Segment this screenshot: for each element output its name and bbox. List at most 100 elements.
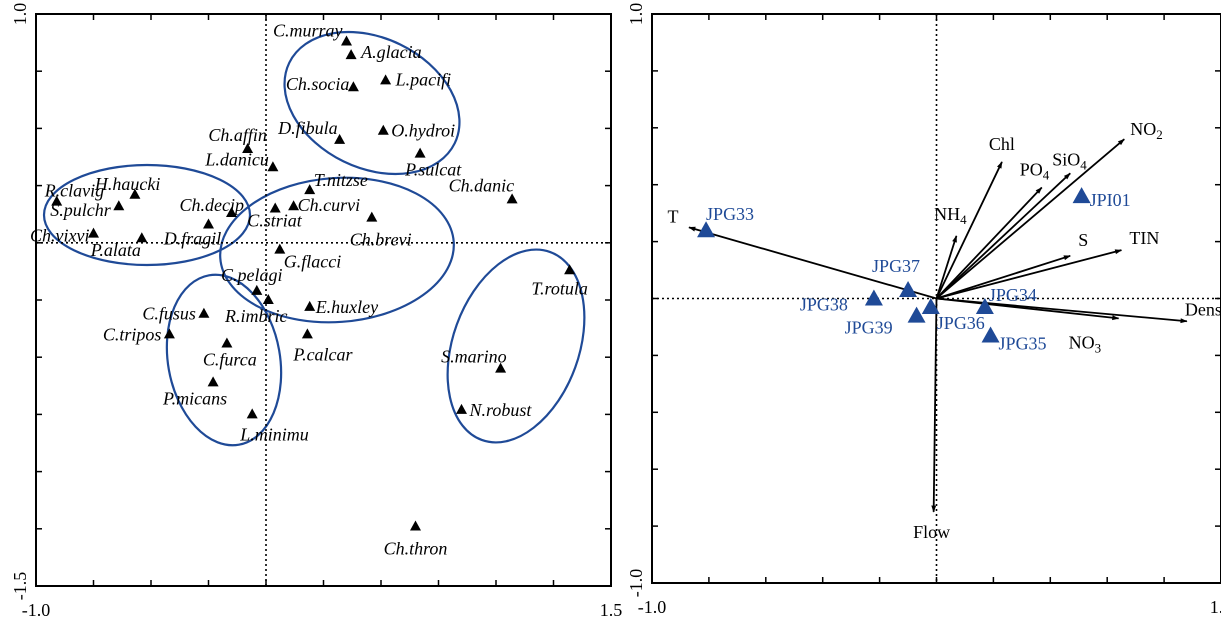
species-label: P.sulcat [404,160,462,180]
species-point [414,147,426,158]
species-label: P.calcar [292,344,353,364]
env-vector-label: S [1078,230,1088,250]
species-label: R.clavig [44,181,104,201]
y-tick-label: -1.5 [10,572,30,601]
env-vector-arrow [688,226,937,300]
species-label: L.danicu [204,149,269,169]
species-label: C.striat [247,210,303,230]
species-point [163,328,175,339]
env-vector-arrow [936,297,1120,321]
species-point [288,200,300,211]
species-point [262,294,274,304]
species-label: Ch.affin [208,125,267,145]
y-tick-label: 1.0 [626,3,646,26]
species-label: C.murray [273,20,343,40]
species-label: R.imbric [224,306,288,326]
species-label: C.furca [203,349,257,369]
species-label: D.fibula [277,118,338,138]
species-point [51,195,63,206]
site-point [697,221,716,238]
species-label: P.micans [162,388,227,408]
species-label: D.fragil [163,228,222,248]
species-point [113,200,125,211]
cluster-ellipse [165,273,283,447]
species-point [226,207,237,218]
env-vector-arrow [936,249,1123,300]
species-cluster-ellipses [42,30,586,447]
y-tick-label: 1.0 [10,3,30,26]
x-tick-label: 1.5 [600,600,623,619]
site-point [907,306,926,323]
species-point [203,218,214,229]
species-label: C.pelagi [221,265,283,285]
species-point [564,264,576,275]
species-label: Ch.curvi [298,195,361,215]
species-label: N.robust [469,400,533,420]
site-point [1072,187,1091,204]
species-label: S.pulchr [50,200,111,220]
env-vector-label: SiO4 [1052,149,1087,172]
env-vector-label: Chl [989,134,1015,154]
species-label: G.flacci [284,252,341,272]
env-vector-label: NH4 [934,204,967,227]
env-vector-label: NO2 [1130,119,1163,142]
site-label: JPG33 [706,204,754,224]
env-vector-arrow [931,298,938,513]
site-label: JPI01 [1090,190,1131,210]
species-label: P.alata [90,240,141,260]
species-point [456,403,467,414]
site-point [864,289,883,306]
species-label: C.fusus [142,304,196,324]
species-point [366,211,378,222]
site-label: JPG37 [872,256,920,276]
env-vector-arrow [935,161,1003,299]
species-point [304,300,316,311]
species-label: S.marino [441,347,507,367]
plot-frame: -1.0 1.0 1.0 -1.0 [626,3,1221,617]
species-label: Ch.vixvi [30,226,89,246]
species-label: L.pacifi [395,69,452,89]
species-point [380,74,392,85]
species-point [347,81,359,92]
species-point [495,362,507,373]
species-label: Ch.danic [449,175,515,195]
species-label: E.huxley [315,297,378,317]
y-tick-label: -1.0 [626,569,646,598]
cluster-ellipse [219,176,455,324]
species-point [221,337,233,348]
site-point [921,298,940,315]
cluster-ellipse [42,163,252,267]
species-point [274,243,286,254]
species-point [207,376,219,387]
species-label: T.nitzse [314,170,368,190]
species-label: L.minimu [239,424,309,444]
site-label: JPG36 [937,313,985,333]
species-point [345,49,357,60]
species-point [341,35,352,46]
env-vector-label: TIN [1129,228,1159,248]
species-label: H.haucki [94,174,160,194]
species-label: Ch.brevi [350,230,412,250]
species-point [269,202,281,213]
cluster-ellipse [283,30,461,176]
species-point [88,227,99,238]
env-vector-label: Flow [913,522,950,542]
env-vector-arrow [935,186,1043,300]
species-point [506,193,518,204]
env-vector-label: NO3 [1069,332,1102,355]
x-tick-label: -1.0 [22,600,51,619]
x-tick-label: 1.0 [1210,597,1221,617]
env-vector-arrow [935,138,1125,300]
env-vector-label: PO4 [1020,160,1050,183]
species-point [304,184,316,195]
species-label: T.rotula [531,278,588,298]
species-label: O.hydroi [391,121,455,141]
site-point [899,280,918,297]
species-point [334,133,346,144]
site-label: JPG38 [800,295,848,315]
env-vector-label: Density [1185,299,1221,319]
site-label: JPG39 [845,318,893,338]
